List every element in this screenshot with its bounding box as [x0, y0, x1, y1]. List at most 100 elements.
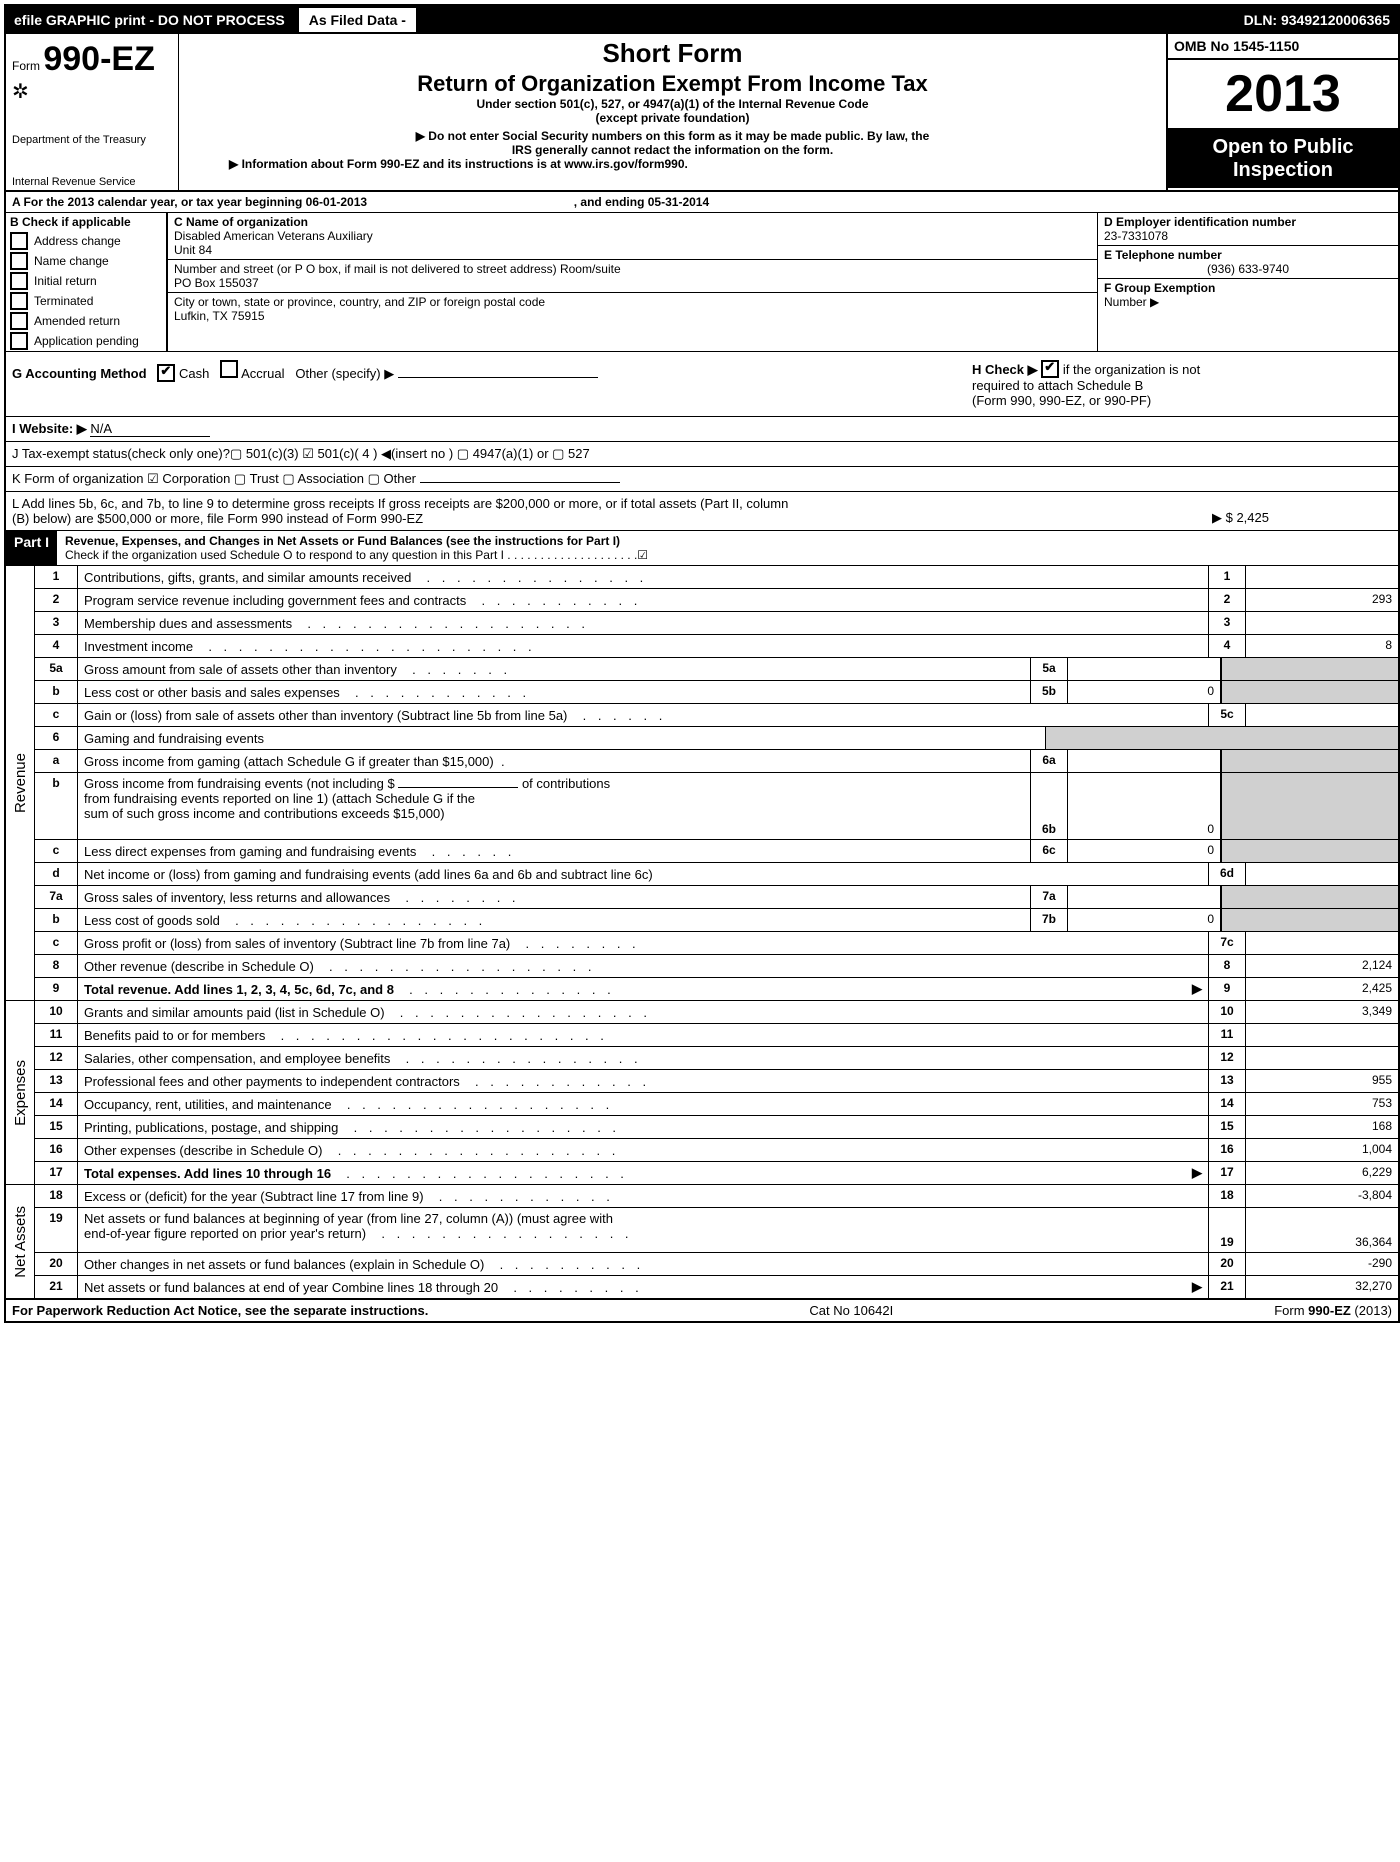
checkbox-icon [10, 252, 28, 270]
except-foundation: (except private foundation) [189, 111, 1156, 125]
checkbox-icon [10, 292, 28, 310]
under-section: Under section 501(c), 527, or 4947(a)(1)… [189, 97, 1156, 111]
ssn-warning-1: ▶ Do not enter Social Security numbers o… [189, 129, 1156, 143]
chk-name-change[interactable]: Name change [6, 251, 166, 271]
chk-pending[interactable]: Application pending [6, 331, 166, 351]
line-a-tax-year: A For the 2013 calendar year, or tax yea… [6, 192, 1398, 213]
form-header: Form 990-EZ ✲ Department of the Treasury… [6, 34, 1398, 192]
header-right: OMB No 1545-1150 2013 Open to Public Ins… [1166, 34, 1398, 190]
section-c-org-info: C Name of organization Disabled American… [166, 213, 1097, 351]
k-form-of-org: K Form of organization ☑ Corporation ▢ T… [6, 467, 1398, 492]
as-filed-label: As Filed Data - [297, 6, 418, 34]
line-7b: b Less cost of goods sold . . . . . . . … [35, 909, 1398, 932]
arrow-icon: ▶ [1192, 1165, 1202, 1181]
part-1-label: Part I [6, 531, 57, 565]
chk-address-change[interactable]: Address change [6, 231, 166, 251]
section-def: D Employer identification number 23-7331… [1097, 213, 1398, 351]
line-17: 17 Total expenses. Add lines 10 through … [35, 1162, 1398, 1184]
line-7a: 7a Gross sales of inventory, less return… [35, 886, 1398, 909]
omb-number: OMB No 1545-1150 [1168, 34, 1398, 60]
revenue-side-label: Revenue [6, 566, 35, 1000]
net-assets-section: Net Assets 18 Excess or (deficit) for th… [6, 1185, 1398, 1300]
line-13: 13 Professional fees and other payments … [35, 1070, 1398, 1093]
cat-no: Cat No 10642I [809, 1303, 893, 1318]
line-15: 15 Printing, publications, postage, and … [35, 1116, 1398, 1139]
e-telephone: E Telephone number (936) 633-9740 [1098, 246, 1398, 279]
line-6d: d Net income or (loss) from gaming and f… [35, 863, 1398, 886]
return-title: Return of Organization Exempt From Incom… [189, 71, 1156, 97]
irs-logo-icon: ✲ [12, 79, 172, 104]
netassets-side-label: Net Assets [6, 1185, 35, 1298]
line-6: 6 Gaming and fundraising events [35, 727, 1398, 750]
page-footer: For Paperwork Reduction Act Notice, see … [6, 1300, 1398, 1321]
line-5b: b Less cost or other basis and sales exp… [35, 681, 1398, 704]
checkbox-icon[interactable] [220, 360, 238, 378]
checkbox-checked-icon[interactable] [1041, 360, 1059, 378]
checkbox-icon [10, 312, 28, 330]
line-16: 16 Other expenses (describe in Schedule … [35, 1139, 1398, 1162]
line-5c: c Gain or (loss) from sale of assets oth… [35, 704, 1398, 727]
part-1-header: Part I Revenue, Expenses, and Changes in… [6, 531, 1398, 566]
g-accounting-method: G Accounting Method Cash Accrual Other (… [12, 360, 972, 408]
arrow-icon: ▶ [1192, 981, 1202, 997]
line-1: 1 Contributions, gifts, grants, and simi… [35, 566, 1398, 589]
expenses-section: Expenses 10 Grants and similar amounts p… [6, 1001, 1398, 1185]
chk-initial-return[interactable]: Initial return [6, 271, 166, 291]
line-7c: c Gross profit or (loss) from sales of i… [35, 932, 1398, 955]
line-11: 11 Benefits paid to or for members . . .… [35, 1024, 1398, 1047]
line-14: 14 Occupancy, rent, utilities, and maint… [35, 1093, 1398, 1116]
bcd-block: B Check if applicable Address change Nam… [6, 213, 1398, 352]
checkbox-icon [10, 272, 28, 290]
expenses-side-label: Expenses [6, 1001, 35, 1184]
gh-row: G Accounting Method Cash Accrual Other (… [6, 352, 1398, 417]
f-group-exemption: F Group Exemption Number ▶ [1098, 279, 1398, 311]
line-19: 19 Net assets or fund balances at beginn… [35, 1208, 1398, 1253]
dln-label: DLN: 93492120006365 [1236, 8, 1398, 32]
short-form-title: Short Form [189, 38, 1156, 69]
form-prefix: Form [12, 59, 40, 73]
line-18: 18 Excess or (deficit) for the year (Sub… [35, 1185, 1398, 1208]
dept-treasury: Department of the Treasury [12, 134, 172, 146]
top-bar: efile GRAPHIC print - DO NOT PROCESS As … [6, 6, 1398, 34]
form-ref: Form 990-EZ (2013) [1274, 1303, 1392, 1318]
c-city-cell: City or town, state or province, country… [168, 293, 1097, 325]
line-4: 4 Investment income . . . . . . . . . . … [35, 635, 1398, 658]
line-2: 2 Program service revenue including gove… [35, 589, 1398, 612]
pra-notice: For Paperwork Reduction Act Notice, see … [12, 1303, 428, 1318]
c-street-cell: Number and street (or P O box, if mail i… [168, 260, 1097, 293]
c-name-cell: C Name of organization Disabled American… [168, 213, 1097, 260]
open-public-badge: Open to Public Inspection [1168, 130, 1398, 188]
section-b-checkboxes: B Check if applicable Address change Nam… [6, 213, 166, 351]
dept-irs: Internal Revenue Service [12, 176, 172, 188]
checkbox-checked-icon[interactable] [157, 364, 175, 382]
line-5a: 5a Gross amount from sale of assets othe… [35, 658, 1398, 681]
checkbox-icon [10, 332, 28, 350]
header-middle: Short Form Return of Organization Exempt… [179, 34, 1166, 190]
h-schedule-b: H Check ▶ if the organization is not req… [972, 360, 1392, 408]
chk-amended[interactable]: Amended return [6, 311, 166, 331]
line-8: 8 Other revenue (describe in Schedule O)… [35, 955, 1398, 978]
i-website: I Website: ▶ N/A [6, 417, 1398, 442]
other-specify-input[interactable] [398, 377, 598, 378]
b-title: B Check if applicable [6, 213, 166, 231]
line-12: 12 Salaries, other compensation, and emp… [35, 1047, 1398, 1070]
line-6b: b Gross income from fundraising events (… [35, 773, 1398, 840]
revenue-section: Revenue 1 Contributions, gifts, grants, … [6, 566, 1398, 1001]
line-21: 21 Net assets or fund balances at end of… [35, 1276, 1398, 1298]
j-tax-exempt: J Tax-exempt status(check only one)?▢ 50… [6, 442, 1398, 467]
form-990ez-document: efile GRAPHIC print - DO NOT PROCESS As … [4, 4, 1400, 1323]
header-left: Form 990-EZ ✲ Department of the Treasury… [6, 34, 179, 190]
tax-year: 2013 [1168, 60, 1398, 130]
line-6a: a Gross income from gaming (attach Sched… [35, 750, 1398, 773]
line-3: 3 Membership dues and assessments . . . … [35, 612, 1398, 635]
line-20: 20 Other changes in net assets or fund b… [35, 1253, 1398, 1276]
line-10: 10 Grants and similar amounts paid (list… [35, 1001, 1398, 1024]
part-1-subtitle: Check if the organization used Schedule … [65, 548, 1390, 562]
form-number: 990-EZ [43, 40, 155, 78]
line-6c: c Less direct expenses from gaming and f… [35, 840, 1398, 863]
line-9: 9 Total revenue. Add lines 1, 2, 3, 4, 5… [35, 978, 1398, 1000]
chk-terminated[interactable]: Terminated [6, 291, 166, 311]
arrow-icon: ▶ [1192, 1279, 1202, 1295]
info-link[interactable]: ▶ Information about Form 990-EZ and its … [189, 157, 1156, 171]
ssn-warning-2: IRS generally cannot redact the informat… [189, 143, 1156, 157]
